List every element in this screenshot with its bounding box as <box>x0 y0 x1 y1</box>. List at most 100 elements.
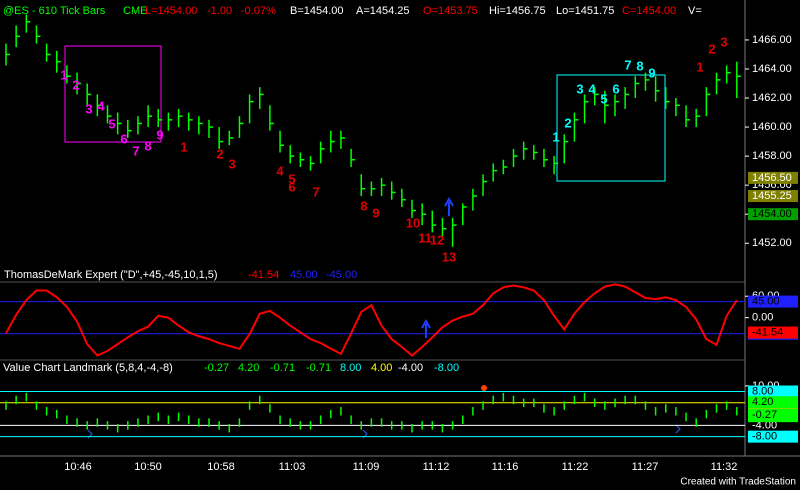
x-tick-label: 11:22 <box>562 461 589 473</box>
header-item: V= <box>688 5 702 17</box>
readout-marker: 4.20 <box>752 396 773 408</box>
panel-readout: 8.00 <box>340 362 361 374</box>
header-item: Lo=1451.75 <box>556 5 614 17</box>
count-label: 5 <box>288 171 295 186</box>
count-label: 4 <box>97 98 105 113</box>
count-label: 1 <box>696 59 703 74</box>
panel-readout: -0.27 <box>204 362 229 374</box>
y-tick-label: 1462.00 <box>752 92 792 104</box>
panel-readout: -41.54 <box>248 269 279 281</box>
header-item: L=1454.00 <box>145 5 197 17</box>
price-marker: 1455.25 <box>752 190 792 202</box>
current-marker-bg <box>748 326 798 339</box>
x-tick-label: 10:46 <box>64 461 92 473</box>
count-label: 8 <box>360 198 367 213</box>
readout-marker-bg <box>748 408 798 421</box>
count-label: 8 <box>636 58 643 73</box>
panel-readout: -45.00 <box>326 269 357 281</box>
header-item: A=1454.25 <box>356 5 410 17</box>
indicator-line <box>5 283 738 357</box>
signal-dot <box>481 385 487 391</box>
count-label: 3 <box>720 34 727 49</box>
count-label: 7 <box>132 143 139 158</box>
x-tick-label: 10:58 <box>207 461 235 473</box>
header-item: B=1454.00 <box>290 5 344 17</box>
count-label: 11 <box>418 230 432 245</box>
price-marker-bg <box>748 171 798 184</box>
panel-readout: -4.00 <box>398 362 423 374</box>
price-marker: 1456.50 <box>752 172 792 184</box>
count-label: 7 <box>624 57 631 72</box>
count-label: 4 <box>276 163 284 178</box>
level-axis-label-bg <box>748 385 798 398</box>
count-label: 3 <box>85 101 92 116</box>
y-tick-label: 0.00 <box>752 312 773 324</box>
price-marker-bg <box>748 190 798 203</box>
x-tick-label: 11:09 <box>353 461 380 473</box>
header-item: O=1453.75 <box>423 5 478 17</box>
y-tick-label: 1466.00 <box>752 34 792 46</box>
count-label: 5 <box>600 91 607 106</box>
header-item: -1.00 <box>207 5 232 17</box>
panel-readout: 45.00 <box>290 269 318 281</box>
count-label: 6 <box>120 131 127 146</box>
count-label: 9 <box>156 127 163 142</box>
level-axis-label: -8.00 <box>752 431 777 443</box>
level-axis-label: 45.00 <box>752 295 780 307</box>
header-item: C=1454.00 <box>622 5 676 17</box>
count-label: 6 <box>612 81 619 96</box>
panel-readout: -8.00 <box>434 362 459 374</box>
count-label: 3 <box>576 81 583 96</box>
level-axis-label: 8.00 <box>752 385 773 397</box>
count-label: 2 <box>216 146 223 161</box>
count-label: 7 <box>312 184 319 199</box>
panel-readout: -0.71 <box>270 362 295 374</box>
header-item: -0.07% <box>241 5 276 17</box>
x-tick-label: 11:03 <box>279 461 306 473</box>
panel-title: ThomasDeMark Expert ("D",+45,-45,10,1,5) <box>4 269 218 281</box>
count-label: 3 <box>228 156 235 171</box>
panel-readout: 4.00 <box>371 362 392 374</box>
count-label: 4 <box>588 81 596 96</box>
level-axis-label-bg <box>748 295 798 308</box>
count-label: 1 <box>552 129 559 144</box>
readout-marker-bg <box>748 396 798 409</box>
setup-box <box>64 45 162 143</box>
panel-readout: -0.71 <box>306 362 331 374</box>
count-label: 2 <box>708 41 715 56</box>
count-label: 10 <box>406 215 420 230</box>
setup-box <box>556 74 666 182</box>
count-label: 2 <box>72 77 79 92</box>
count-label: 6 <box>288 179 295 194</box>
count-label: 8 <box>144 138 151 153</box>
level-axis-label: -4.00 <box>752 419 777 431</box>
x-tick-label: 11:12 <box>423 461 450 473</box>
price-marker-bg <box>748 208 798 221</box>
x-tick-label: 11:32 <box>711 461 738 473</box>
count-label: 5 <box>108 116 115 131</box>
signal-arrow <box>421 318 431 338</box>
panel-readout: 4.20 <box>238 362 259 374</box>
count-label: 12 <box>430 232 444 247</box>
y-tick-label: 1452.00 <box>752 237 792 249</box>
price-marker: 1454.00 <box>752 208 792 220</box>
footer: Created with TradeStation <box>680 477 796 488</box>
current-marker: -41.54 <box>752 326 783 338</box>
y-tick-label: 1460.00 <box>752 121 792 133</box>
count-label: 9 <box>648 65 655 80</box>
level-axis-label-bg <box>748 430 798 443</box>
count-label: 1 <box>180 139 187 154</box>
count-label: 13 <box>442 249 456 264</box>
panel-title: Value Chart Landmark (5,8,4,-4,-8) <box>3 362 173 374</box>
x-tick-label: 11:27 <box>632 461 659 473</box>
signal-mark <box>675 424 681 434</box>
y-tick-label: 1464.00 <box>752 63 792 75</box>
signal-arrow <box>444 196 454 216</box>
count-label: 1 <box>60 67 67 82</box>
x-tick-label: 10:50 <box>134 461 162 473</box>
header-item: @ES - 610 Tick Bars <box>3 5 106 17</box>
readout-marker: -0.27 <box>752 409 777 421</box>
